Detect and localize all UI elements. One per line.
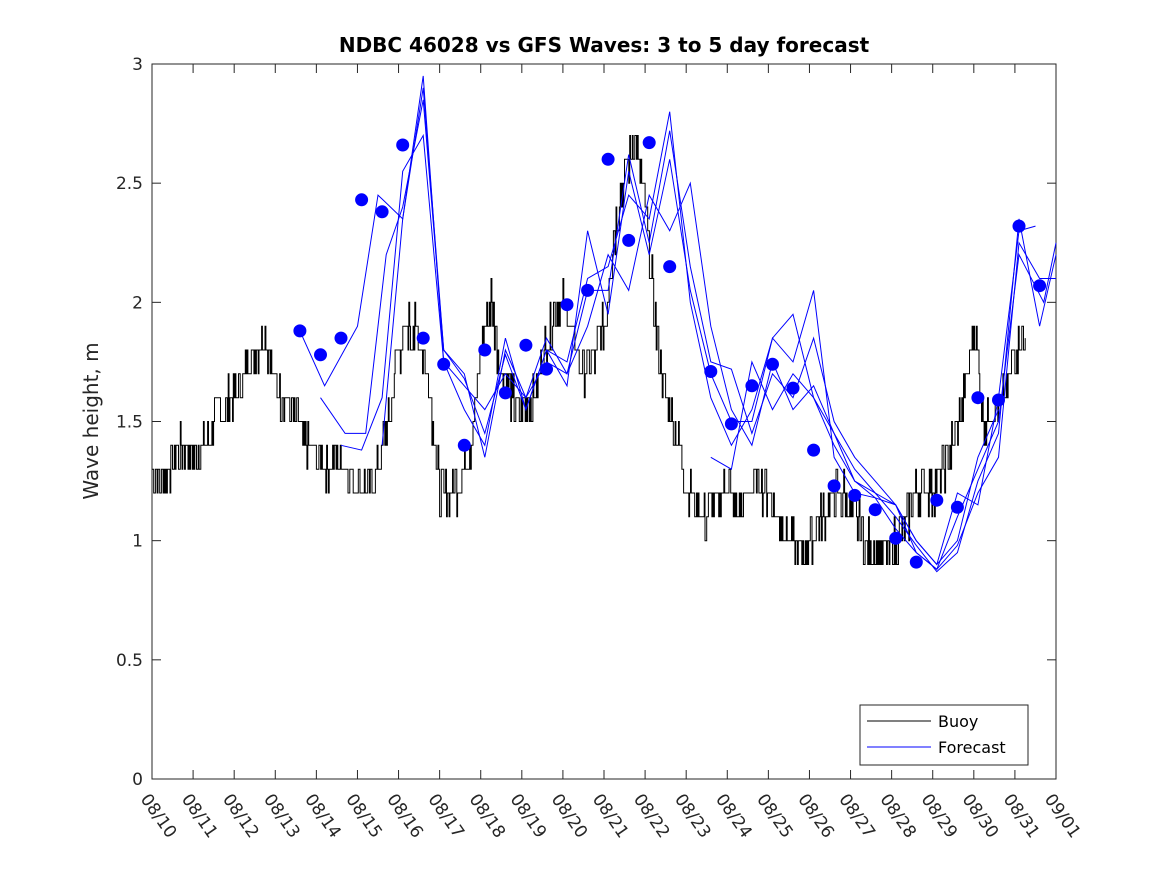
forecast-point <box>314 348 327 362</box>
forecast-point <box>909 555 923 569</box>
forecast-point <box>889 531 903 545</box>
forecast-point <box>992 393 1005 407</box>
y-tick-label: 3 <box>132 55 143 75</box>
y-tick-label: 2 <box>132 293 143 313</box>
forecast-point <box>519 338 533 352</box>
forecast-point <box>622 233 636 247</box>
forecast-series <box>299 75 1057 573</box>
forecast-point <box>601 152 615 166</box>
forecast-point <box>848 488 862 502</box>
forecast-point <box>786 381 800 395</box>
forecast-point <box>663 260 677 274</box>
forecast-point <box>971 391 985 405</box>
forecast-line-4 <box>381 75 1056 570</box>
forecast-point <box>560 298 574 312</box>
y-tick-label: 0.5 <box>116 651 143 671</box>
forecast-point <box>478 343 492 357</box>
legend-forecast-label: Forecast <box>938 738 1006 757</box>
legend: Buoy Forecast <box>859 704 1029 766</box>
legend-buoy-label: Buoy <box>938 712 978 731</box>
plot-area <box>151 63 1057 780</box>
buoy-series <box>152 135 1026 565</box>
forecast-point <box>581 283 595 297</box>
chart-title: NDBC 46028 vs GFS Waves: 3 to 5 day fore… <box>339 33 870 57</box>
y-tick-label: 2.5 <box>116 174 143 194</box>
forecast-point <box>416 331 430 345</box>
forecast-point <box>498 386 512 400</box>
forecast-point <box>1033 279 1047 293</box>
y-axis: 0 0.5 1 1.5 2 2.5 3 <box>116 55 1056 790</box>
y-tick-label: 0 <box>132 770 143 790</box>
forecast-point <box>293 324 307 338</box>
forecast-point <box>375 205 389 219</box>
forecast-point <box>437 357 451 371</box>
forecast-point <box>457 438 471 452</box>
y-tick-label: 1 <box>132 532 143 552</box>
forecast-point <box>334 331 348 345</box>
forecast-point <box>396 138 410 152</box>
forecast-point <box>745 379 759 393</box>
y-tick-label: 1.5 <box>116 413 143 433</box>
legend-box <box>859 704 1029 766</box>
forecast-line-5 <box>710 360 999 566</box>
forecast-point <box>642 136 656 150</box>
forecast-markers <box>293 136 1047 569</box>
forecast-point <box>827 479 841 493</box>
forecast-point <box>950 500 964 514</box>
forecast-point <box>766 357 779 371</box>
forecast-point <box>355 193 369 207</box>
forecast-point <box>1012 219 1026 233</box>
forecast-point <box>807 443 821 457</box>
y-axis-label: Wave height, m <box>79 342 103 499</box>
forecast-point <box>868 503 882 517</box>
forecast-point <box>540 362 553 376</box>
buoy-line <box>152 135 1026 565</box>
forecast-point <box>724 417 738 431</box>
forecast-line-3 <box>340 133 1057 573</box>
forecast-point <box>704 365 718 378</box>
forecast-point <box>930 493 944 507</box>
